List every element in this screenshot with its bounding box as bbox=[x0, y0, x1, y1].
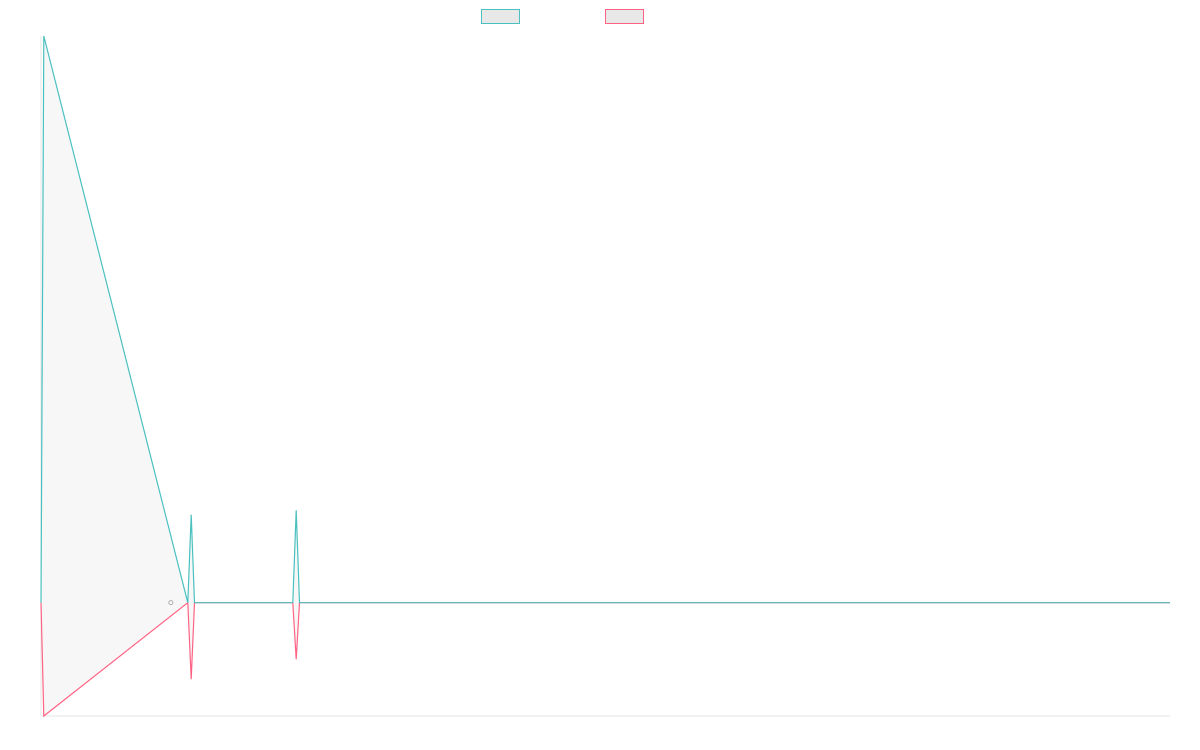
series-a-line bbox=[40, 35, 1170, 604]
series-a-area bbox=[41, 36, 1170, 603]
data-point-marker bbox=[168, 600, 174, 606]
legend-swatch-series-b[interactable] bbox=[605, 9, 644, 24]
legend-swatch-series-a[interactable] bbox=[481, 9, 520, 24]
series-b-line bbox=[40, 601, 1170, 718]
series-b-area bbox=[41, 602, 1170, 716]
legend bbox=[0, 9, 1200, 27]
